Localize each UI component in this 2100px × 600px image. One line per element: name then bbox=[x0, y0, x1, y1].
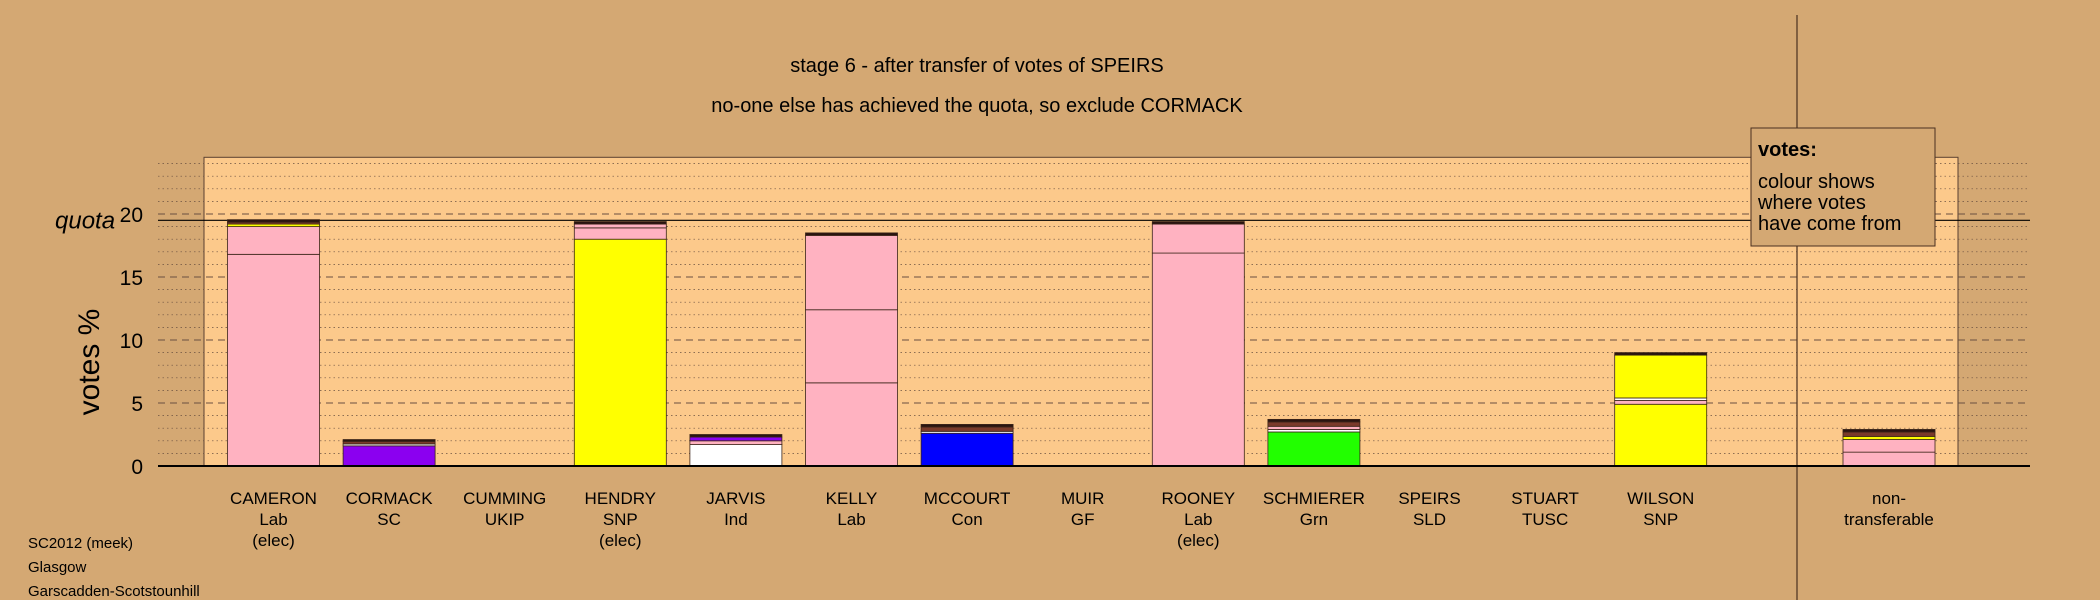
bar-segment-nontransferable bbox=[1842, 451, 1936, 467]
y-axis-label: votes % bbox=[73, 309, 106, 416]
x-label-hendry-line-1: HENDRY bbox=[585, 489, 656, 508]
bar-segment-kelly bbox=[805, 235, 898, 311]
bar-segment-schmierer bbox=[1267, 418, 1361, 423]
bar-segment-mccourt bbox=[920, 432, 1014, 467]
y-tick-label: 10 bbox=[120, 330, 143, 353]
x-label-jarvis-line-2: Ind bbox=[724, 510, 748, 529]
x-label-cormack-line-2: SC bbox=[377, 510, 401, 529]
y-tick-label: 15 bbox=[120, 267, 143, 290]
y-tick-label: 20 bbox=[120, 204, 143, 227]
x-label-nontransferable-line-2: transferable bbox=[1844, 510, 1934, 529]
legend-line-1: colour shows bbox=[1758, 171, 1875, 193]
legend-title: votes: bbox=[1758, 139, 1817, 161]
bar-segment-rooney bbox=[1151, 223, 1245, 254]
bar-segment-schmierer bbox=[1267, 421, 1361, 427]
bar-segment-kelly bbox=[805, 309, 898, 384]
x-label-mccourt-line-2: Con bbox=[952, 510, 983, 529]
x-label-kelly-line-1: KELLY bbox=[826, 489, 878, 508]
bar-segment-nontransferable bbox=[1842, 431, 1936, 437]
bar-segment-nontransferable bbox=[1842, 439, 1936, 453]
x-label-rooney-line-3: (elec) bbox=[1177, 531, 1220, 550]
x-label-cumming-line-1: CUMMING bbox=[463, 489, 546, 508]
x-label-nontransferable-line-1: non- bbox=[1872, 489, 1906, 508]
bar-segment-nontransferable bbox=[1842, 435, 1936, 440]
bar-segment-kelly bbox=[805, 232, 898, 236]
x-label-muir-line-2: GF bbox=[1071, 510, 1095, 529]
legend: votes: colour shows where votes have com… bbox=[1750, 127, 1936, 247]
bar-segment-wilson bbox=[1614, 352, 1708, 356]
legend-box bbox=[1750, 127, 1936, 247]
bar-segment-jarvis bbox=[689, 444, 783, 467]
y-tick-label: 5 bbox=[131, 393, 143, 416]
bar-segment-wilson bbox=[1614, 403, 1708, 467]
bar-segment-wilson bbox=[1614, 400, 1708, 405]
x-label-schmierer-line-1: SCHMIERER bbox=[1263, 489, 1365, 508]
bar-segment-jarvis bbox=[689, 440, 783, 445]
legend-line-2: where votes bbox=[1757, 192, 1866, 214]
bar-segment-hendry bbox=[573, 221, 667, 225]
bar-segment-schmierer bbox=[1267, 425, 1361, 430]
x-label-muir-line-1: MUIR bbox=[1061, 489, 1104, 508]
footer-line-2: Glasgow bbox=[28, 559, 87, 576]
x-label-rooney-line-1: ROONEY bbox=[1161, 489, 1235, 508]
bar-segment-mccourt bbox=[920, 424, 1014, 428]
chart-subtitle: no-one else has achieved the quota, so e… bbox=[711, 95, 1243, 117]
x-label-stuart-line-2: TUSC bbox=[1522, 510, 1568, 529]
x-label-wilson-line-2: SNP bbox=[1643, 510, 1678, 529]
bar-segment-schmierer bbox=[1267, 431, 1361, 467]
x-label-speirs-line-2: SLD bbox=[1413, 510, 1446, 529]
x-label-cumming-line-2: UKIP bbox=[485, 510, 525, 529]
x-label-kelly-line-2: Lab bbox=[837, 510, 865, 529]
x-label-hendry-line-2: SNP bbox=[603, 510, 638, 529]
y-tick-label: 0 bbox=[131, 456, 143, 479]
x-label-mccourt-line-1: MCCOURT bbox=[924, 489, 1011, 508]
x-label-hendry-line-3: (elec) bbox=[599, 531, 642, 550]
grid-lines bbox=[158, 163, 2030, 454]
footer-line-1: SC2012 (meek) bbox=[28, 535, 133, 552]
chart-title: stage 6 - after transfer of votes of SPE… bbox=[790, 55, 1164, 77]
bar-segment-hendry bbox=[573, 238, 667, 467]
x-label-stuart-line-1: STUART bbox=[1511, 489, 1579, 508]
x-label-jarvis-line-1: JARVIS bbox=[706, 489, 765, 508]
bar-segment-kelly bbox=[805, 382, 898, 467]
y-tick-labels: 0 5 10 15 20 bbox=[120, 204, 143, 479]
x-label-cameron-line-1: CAMERON bbox=[230, 489, 317, 508]
x-category-labels: CAMERON Lab (elec) CORMACK SC CUMMING UKIP HEND… bbox=[230, 489, 1934, 550]
footer: SC2012 (meek) Glasgow Garscadden-Scotsto… bbox=[28, 535, 200, 600]
x-label-schmierer-line-2: Grn bbox=[1300, 510, 1328, 529]
x-label-speirs-line-1: SPEIRS bbox=[1398, 489, 1460, 508]
bar-segment-cameron bbox=[227, 253, 320, 467]
bar-segment-hendry bbox=[573, 227, 667, 240]
bar-segment-mccourt bbox=[920, 426, 1014, 432]
x-label-wilson-line-1: WILSON bbox=[1627, 489, 1694, 508]
x-label-cameron-line-2: Lab bbox=[259, 510, 287, 529]
bar-segment-rooney bbox=[1151, 252, 1245, 467]
bar-segment-wilson bbox=[1614, 354, 1708, 399]
bar-segment-jarvis bbox=[689, 434, 783, 438]
x-label-rooney-line-2: Lab bbox=[1184, 510, 1212, 529]
bars-layer bbox=[227, 219, 1936, 467]
quota-label: quota bbox=[55, 207, 115, 234]
bar-segment-nontransferable bbox=[1842, 429, 1936, 433]
bar-segment-cormack bbox=[342, 439, 436, 442]
bar-segment-cormack bbox=[342, 445, 436, 467]
bar-segment-cameron bbox=[227, 219, 320, 223]
bar-segment-rooney bbox=[1151, 221, 1245, 225]
x-label-cameron-line-3: (elec) bbox=[252, 531, 295, 550]
bar-segment-cameron bbox=[227, 226, 320, 255]
x-label-cormack-line-1: CORMACK bbox=[346, 489, 434, 508]
bar-segment-hendry bbox=[573, 223, 667, 229]
bar-segment-jarvis bbox=[689, 436, 783, 442]
footer-line-3: Garscadden-Scotstounhill bbox=[28, 583, 200, 600]
legend-line-3: have come from bbox=[1758, 213, 1901, 235]
